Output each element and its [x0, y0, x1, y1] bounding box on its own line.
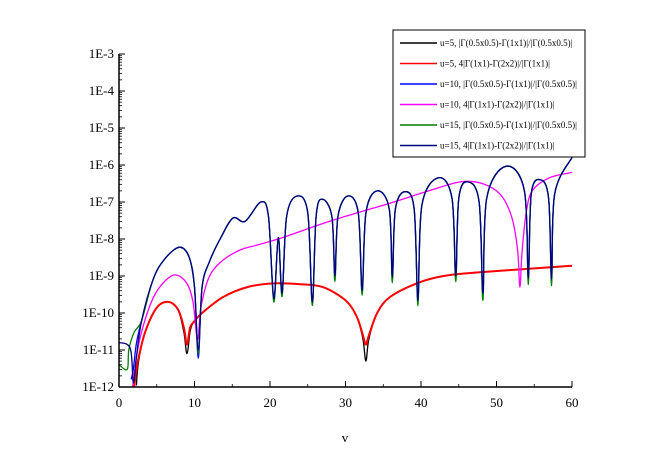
y-tick-label: 1E-11 [83, 342, 114, 357]
x-tick-label: 50 [490, 395, 503, 410]
y-tick-label: 1E-6 [89, 157, 115, 172]
legend-entry: u=15, |Γ(0.5x0.5)-Γ(1x1)|/|Γ(0.5x0.5)| [440, 120, 577, 130]
legend-entry: u=5, 4|Γ(1x1)-Γ(2x2)|/|Γ(1x1)| [440, 59, 550, 69]
legend: u=5, |Γ(0.5x0.5)-Γ(1x1)|/|Γ(0.5x0.5)| u=5… [392, 29, 586, 158]
series-line-4 [131, 171, 573, 388]
x-tick-label: 20 [264, 395, 277, 410]
legend-entry: u=15, 4|Γ(1x1)-Γ(2x2)|/|Γ(1x1)| [440, 141, 555, 151]
series-line-1 [135, 265, 573, 386]
series-layer [118, 157, 573, 388]
y-tick-label: 1E-3 [89, 46, 114, 61]
series-line-6 [118, 157, 573, 384]
y-tick-label: 1E-12 [82, 379, 114, 394]
y-tick-label: 1E-5 [89, 120, 114, 135]
y-tick-label: 1E-4 [89, 83, 115, 98]
y-tick-label: 1E-8 [89, 231, 114, 246]
x-tick-label: 30 [339, 395, 352, 410]
y-tick-label: 1E-10 [82, 305, 114, 320]
y-tick-label: 1E-7 [89, 194, 115, 209]
legend-entry: u=10, |Γ(0.5x0.5)-Γ(1x1)|/|Γ(0.5x0.5)| [440, 79, 577, 89]
axes: 1E-12 1E-11 1E-10 1E-9 1E-8 1E-7 1E-6 1E-5 1E-4 1… [82, 46, 578, 410]
y-tick-label: 1E-9 [89, 268, 114, 283]
x-tick-label: 10 [188, 395, 201, 410]
legend-box [392, 29, 586, 158]
legend-entry: u=5, |Γ(0.5x0.5)-Γ(1x1)|/|Γ(0.5x0.5)| [440, 38, 573, 48]
x-tick-label: 60 [566, 395, 579, 410]
x-tick-label: 0 [116, 395, 123, 410]
series-line-5 [118, 157, 573, 371]
legend-entry: u=10, 4|Γ(1x1)-Γ(2x2)|/|Γ(1x1)| [440, 100, 555, 110]
x-axis-label: v [342, 430, 349, 445]
x-tick-label: 40 [415, 395, 428, 410]
